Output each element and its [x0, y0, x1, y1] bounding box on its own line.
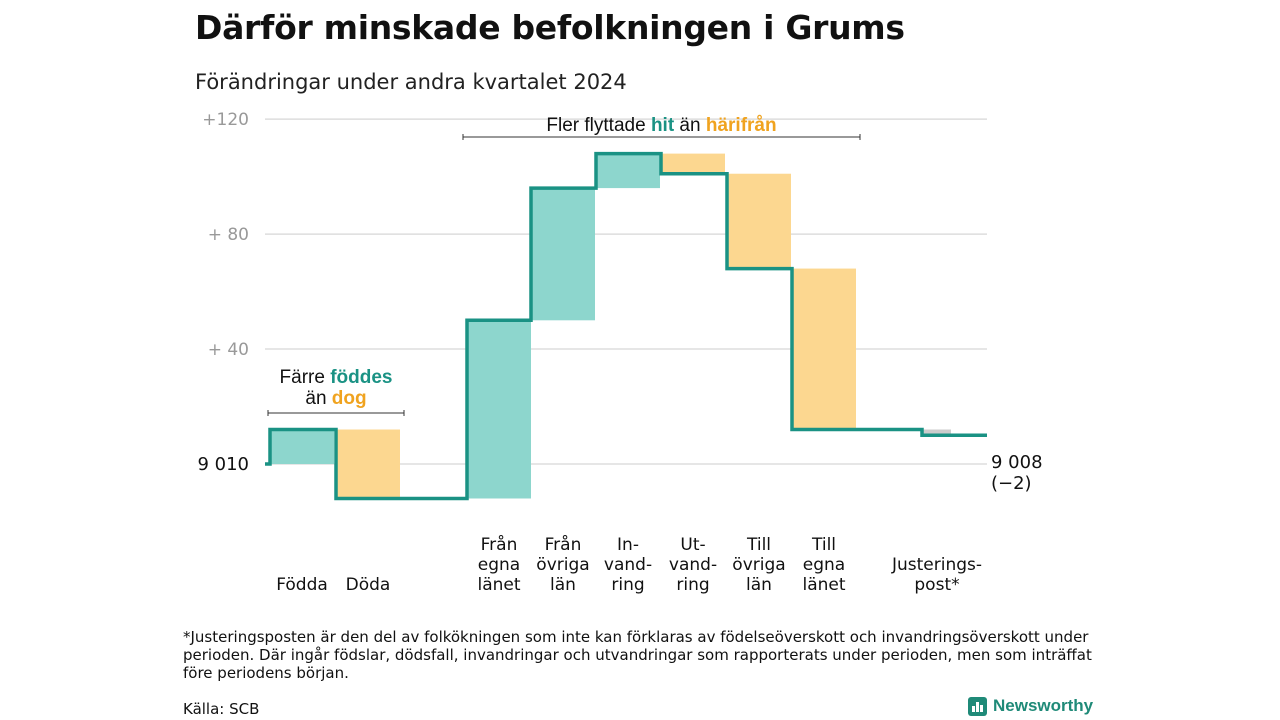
chart-subtitle: Förändringar under andra kvartalet 2024 [195, 70, 627, 94]
step-line-group [265, 151, 987, 501]
annotation-births-deaths-line1: Färre föddes [280, 367, 393, 388]
category-label-line: post* [914, 575, 959, 595]
bar-increase [467, 320, 531, 499]
category-label-line: länet [802, 575, 845, 595]
category-label-line: Döda [346, 575, 391, 595]
y-tick-label: + 40 [208, 340, 249, 360]
category-label-line: vand- [669, 555, 717, 575]
category-label-line: Till [811, 535, 836, 555]
y-tick-label: +120 [202, 110, 249, 130]
category-label: In-vand-ring [604, 535, 652, 595]
source-label: Källa: SCB [183, 700, 260, 718]
category-label: Till övriga län [732, 535, 785, 595]
newsworthy-logo: Newsworthy [968, 696, 1093, 716]
bar-decrease [792, 268, 856, 430]
category-label-line: övriga [536, 555, 589, 575]
y-tick-label: + 80 [208, 225, 249, 245]
bar-increase [596, 153, 660, 189]
bar-increase [270, 429, 334, 464]
category-label-line: Från [481, 534, 518, 555]
category-label: Döda [346, 575, 391, 595]
annotation-word-teal: hit [651, 115, 675, 136]
category-label: Justerings-post* [891, 555, 982, 595]
annotation-word-orange: dog [332, 388, 367, 409]
category-label-line: Födda [276, 575, 328, 595]
category-label: Från övriga län [536, 534, 589, 595]
category-label-line: ring [611, 575, 644, 595]
bar-decrease [661, 153, 725, 174]
category-label-line: länet [477, 575, 520, 595]
category-label: Födda [276, 575, 328, 595]
category-label: Från egna länet [477, 534, 520, 595]
category-label: Ut-vand-ring [669, 535, 717, 595]
category-label-line: Från [545, 534, 582, 555]
annotation-births-deaths-line2: än dog [305, 388, 366, 409]
category-label-line: Ut- [680, 535, 705, 555]
bar-decrease [336, 429, 400, 499]
annotation-word-normal: Färre [280, 367, 331, 388]
annotation-word-normal: än [674, 115, 706, 136]
bars [270, 153, 951, 499]
bar-increase [531, 188, 595, 321]
category-label-line: Till [746, 535, 771, 555]
bar-adjustment [922, 429, 951, 436]
category-label-line: län [550, 575, 576, 595]
annotation-word-normal: Fler flyttade [546, 115, 651, 136]
end-change-label: (−2) [991, 473, 1032, 494]
annotation-word-teal: föddes [330, 367, 392, 388]
annotation-word-normal: än [305, 388, 331, 409]
category-label-line: övriga [732, 555, 785, 575]
footnote: *Justeringsposten är den del av folkökni… [183, 628, 1092, 682]
bar-chart-icon [968, 696, 987, 716]
category-label-line: Justerings- [891, 555, 982, 575]
category-label-line: egna [478, 555, 520, 575]
category-label-line: ring [676, 575, 709, 595]
category-label-line: län [746, 575, 772, 595]
step-line [265, 151, 987, 501]
category-label: Till egna länet [802, 535, 845, 595]
end-value-label: 9 008 [991, 452, 1043, 473]
bar-decrease [727, 173, 791, 269]
chart-title: Därför minskade befolkningen i Grums [195, 8, 905, 47]
annotation-migration: Fler flyttade hit än härifrån [546, 115, 776, 136]
category-label-line: egna [803, 555, 845, 575]
annotation-word-orange: härifrån [706, 115, 777, 136]
category-label-line: In- [617, 535, 639, 555]
logo-text: Newsworthy [993, 696, 1094, 715]
category-label-line: vand- [604, 555, 652, 575]
start-value-label: 9 010 [197, 454, 249, 475]
